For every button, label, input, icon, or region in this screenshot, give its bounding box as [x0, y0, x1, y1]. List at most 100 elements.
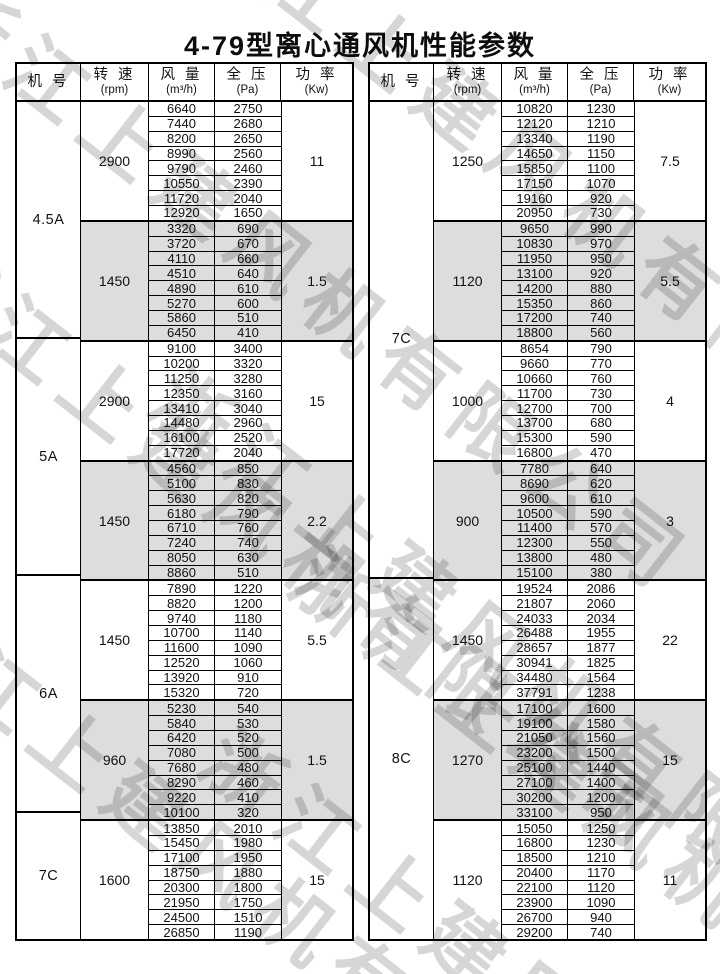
pressure-cell: 2060: [586, 595, 616, 611]
table-row: 22100 1120: [502, 879, 634, 895]
rpm-group: 1120 9650 990 10830 970 11950 950 13100 920 14200…: [434, 219, 705, 340]
table-row: 11250 3280: [149, 370, 281, 386]
flow-cell: 13800: [502, 550, 568, 565]
column-header-unit: (rpm): [100, 83, 129, 96]
table-row: 9100 3400: [149, 341, 281, 356]
table-row: 9650 990: [502, 221, 634, 236]
flow-cell: 5860: [149, 310, 215, 325]
table-row: 9790 2460: [149, 160, 281, 176]
table-row: 4510 640: [149, 265, 281, 281]
pressure-cell: 1650: [233, 205, 263, 221]
table-row: 10550 2390: [149, 175, 281, 191]
pressure-cell: 660: [237, 251, 259, 267]
power-cell: 1.5: [307, 272, 327, 289]
pressure-cell: 1220: [233, 580, 263, 596]
flow-cell: 15350: [502, 296, 568, 311]
data-column: 9650 990 10830 970 11950 950 13100 920 14200 880 1…: [502, 221, 635, 340]
table-row: 11400 570: [502, 520, 634, 535]
pressure-cell: 540: [237, 700, 259, 716]
flow-cell: 20950: [502, 205, 568, 220]
flow-cell: 19524: [502, 581, 568, 596]
table-row: 11600 1090: [149, 639, 281, 655]
table-row: 10200 3320: [149, 355, 281, 371]
table-row: 6180 790: [149, 505, 281, 521]
pressure-cell: 2086: [586, 580, 616, 596]
pressure-cell: 320: [237, 804, 259, 820]
flow-cell: 21807: [502, 596, 568, 611]
flow-cell: 10100: [149, 805, 215, 820]
pressure-cell: 690: [237, 221, 259, 237]
flow-cell: 14200: [502, 281, 568, 296]
pressure-cell: 1950: [233, 850, 263, 866]
pressure-cell: 730: [590, 385, 612, 401]
table-row: 20300 1800: [149, 879, 281, 896]
table-row: 10820 1230: [502, 101, 634, 116]
flow-cell: 11250: [149, 371, 215, 386]
pressure-cell: 920: [590, 190, 612, 206]
flow-cell: 15450: [149, 835, 215, 850]
column-header-label: 全 压: [579, 67, 622, 84]
power-cell: 2.2: [307, 512, 327, 529]
pressure-cell: 550: [590, 535, 612, 551]
data-column: 3320 690 3720 670 4110 660 4510 640 4890 610 5270 6…: [149, 221, 282, 340]
rpm-cell: 1250: [434, 102, 502, 220]
flow-cell: 8690: [502, 476, 568, 491]
table-row: 10830 970: [502, 235, 634, 252]
data-column: 10820 1230 12120 1210 13340 1190 14650 1150 1585…: [502, 101, 635, 220]
flow-cell: 5630: [149, 491, 215, 506]
column-header-label: 全 压: [226, 67, 269, 84]
power-cell: 5.5: [660, 272, 680, 289]
table-row: 20400 1170: [502, 864, 634, 880]
rpm-group: 1600 13850 2010 15450 1980 17100 1950 18750 1880…: [81, 819, 352, 940]
pressure-cell: 1800: [233, 880, 263, 896]
rpm-group: 2900 6640 2750 7440 2680 8200 2650 8990 2560 9790…: [81, 101, 352, 221]
table-row: 13850 2010: [149, 821, 281, 836]
table-row: 23200 1500: [502, 744, 634, 760]
pressure-cell: 740: [590, 924, 612, 940]
pressure-cell: 860: [590, 295, 612, 311]
table-row: 18500 1210: [502, 849, 634, 865]
flow-cell: 17200: [502, 310, 568, 325]
table-row: 7780 640: [502, 461, 634, 476]
rpm-group: 1250 10820 1230 12120 1210 13340 1190 14650 1150…: [434, 101, 705, 220]
table-row: 16100 2520: [149, 429, 281, 445]
flow-cell: 3720: [149, 236, 215, 251]
table-row: 13100 920: [502, 265, 634, 281]
power-cell: 15: [309, 392, 325, 409]
table-row: 6420 520: [149, 730, 281, 745]
pressure-cell: 1955: [586, 625, 616, 641]
column-header-press: 全 压 (Pa): [215, 64, 281, 100]
column-header-unit: (m³/h): [519, 83, 550, 96]
table-row: 19100 1580: [502, 715, 634, 731]
table-row: 8990 2560: [149, 145, 281, 161]
table-row: 20950 730: [502, 205, 634, 220]
pressure-cell: 730: [590, 205, 612, 221]
column-header-label: 功 率: [295, 67, 338, 84]
pressure-cell: 1140: [234, 625, 262, 641]
flow-cell: 11950: [502, 251, 568, 266]
table-row: 13340 1190: [502, 130, 634, 146]
pressure-cell: 940: [590, 909, 612, 925]
flow-cell: 12520: [149, 655, 215, 670]
pressure-cell: 880: [590, 280, 612, 296]
pressure-cell: 2960: [233, 415, 263, 431]
flow-cell: 7440: [149, 116, 215, 131]
machine-cell: 7C: [17, 811, 80, 939]
flow-cell: 23900: [502, 895, 568, 910]
data-column: 9100 3400 10200 3320 11250 3280 12350 3160 13410…: [149, 341, 282, 460]
table-row: 21050 1560: [502, 730, 634, 745]
rpm-cell: 1450: [434, 581, 502, 700]
table-row: 12300 550: [502, 534, 634, 551]
table-row: 10100 320: [149, 804, 281, 820]
flow-cell: 9790: [149, 161, 215, 176]
column-header-press: 全 压 (Pa): [568, 64, 634, 100]
pressure-cell: 910: [237, 670, 259, 686]
flow-cell: 30941: [502, 655, 568, 670]
pressure-cell: 970: [590, 236, 612, 252]
table-row: 4890 610: [149, 280, 281, 296]
rpm-group: 1120 15050 1250 16800 1230 18500 1210 20400 1170…: [434, 819, 705, 940]
column-header-power: 功 率 (Kw): [281, 64, 352, 100]
column-header-unit: (Kw): [304, 83, 329, 96]
flow-cell: 7780: [502, 461, 568, 476]
table-body: 4.5A 5A 6A 7C 2900 6640 2750 7440 2680 8200 2650 89…: [17, 101, 352, 940]
